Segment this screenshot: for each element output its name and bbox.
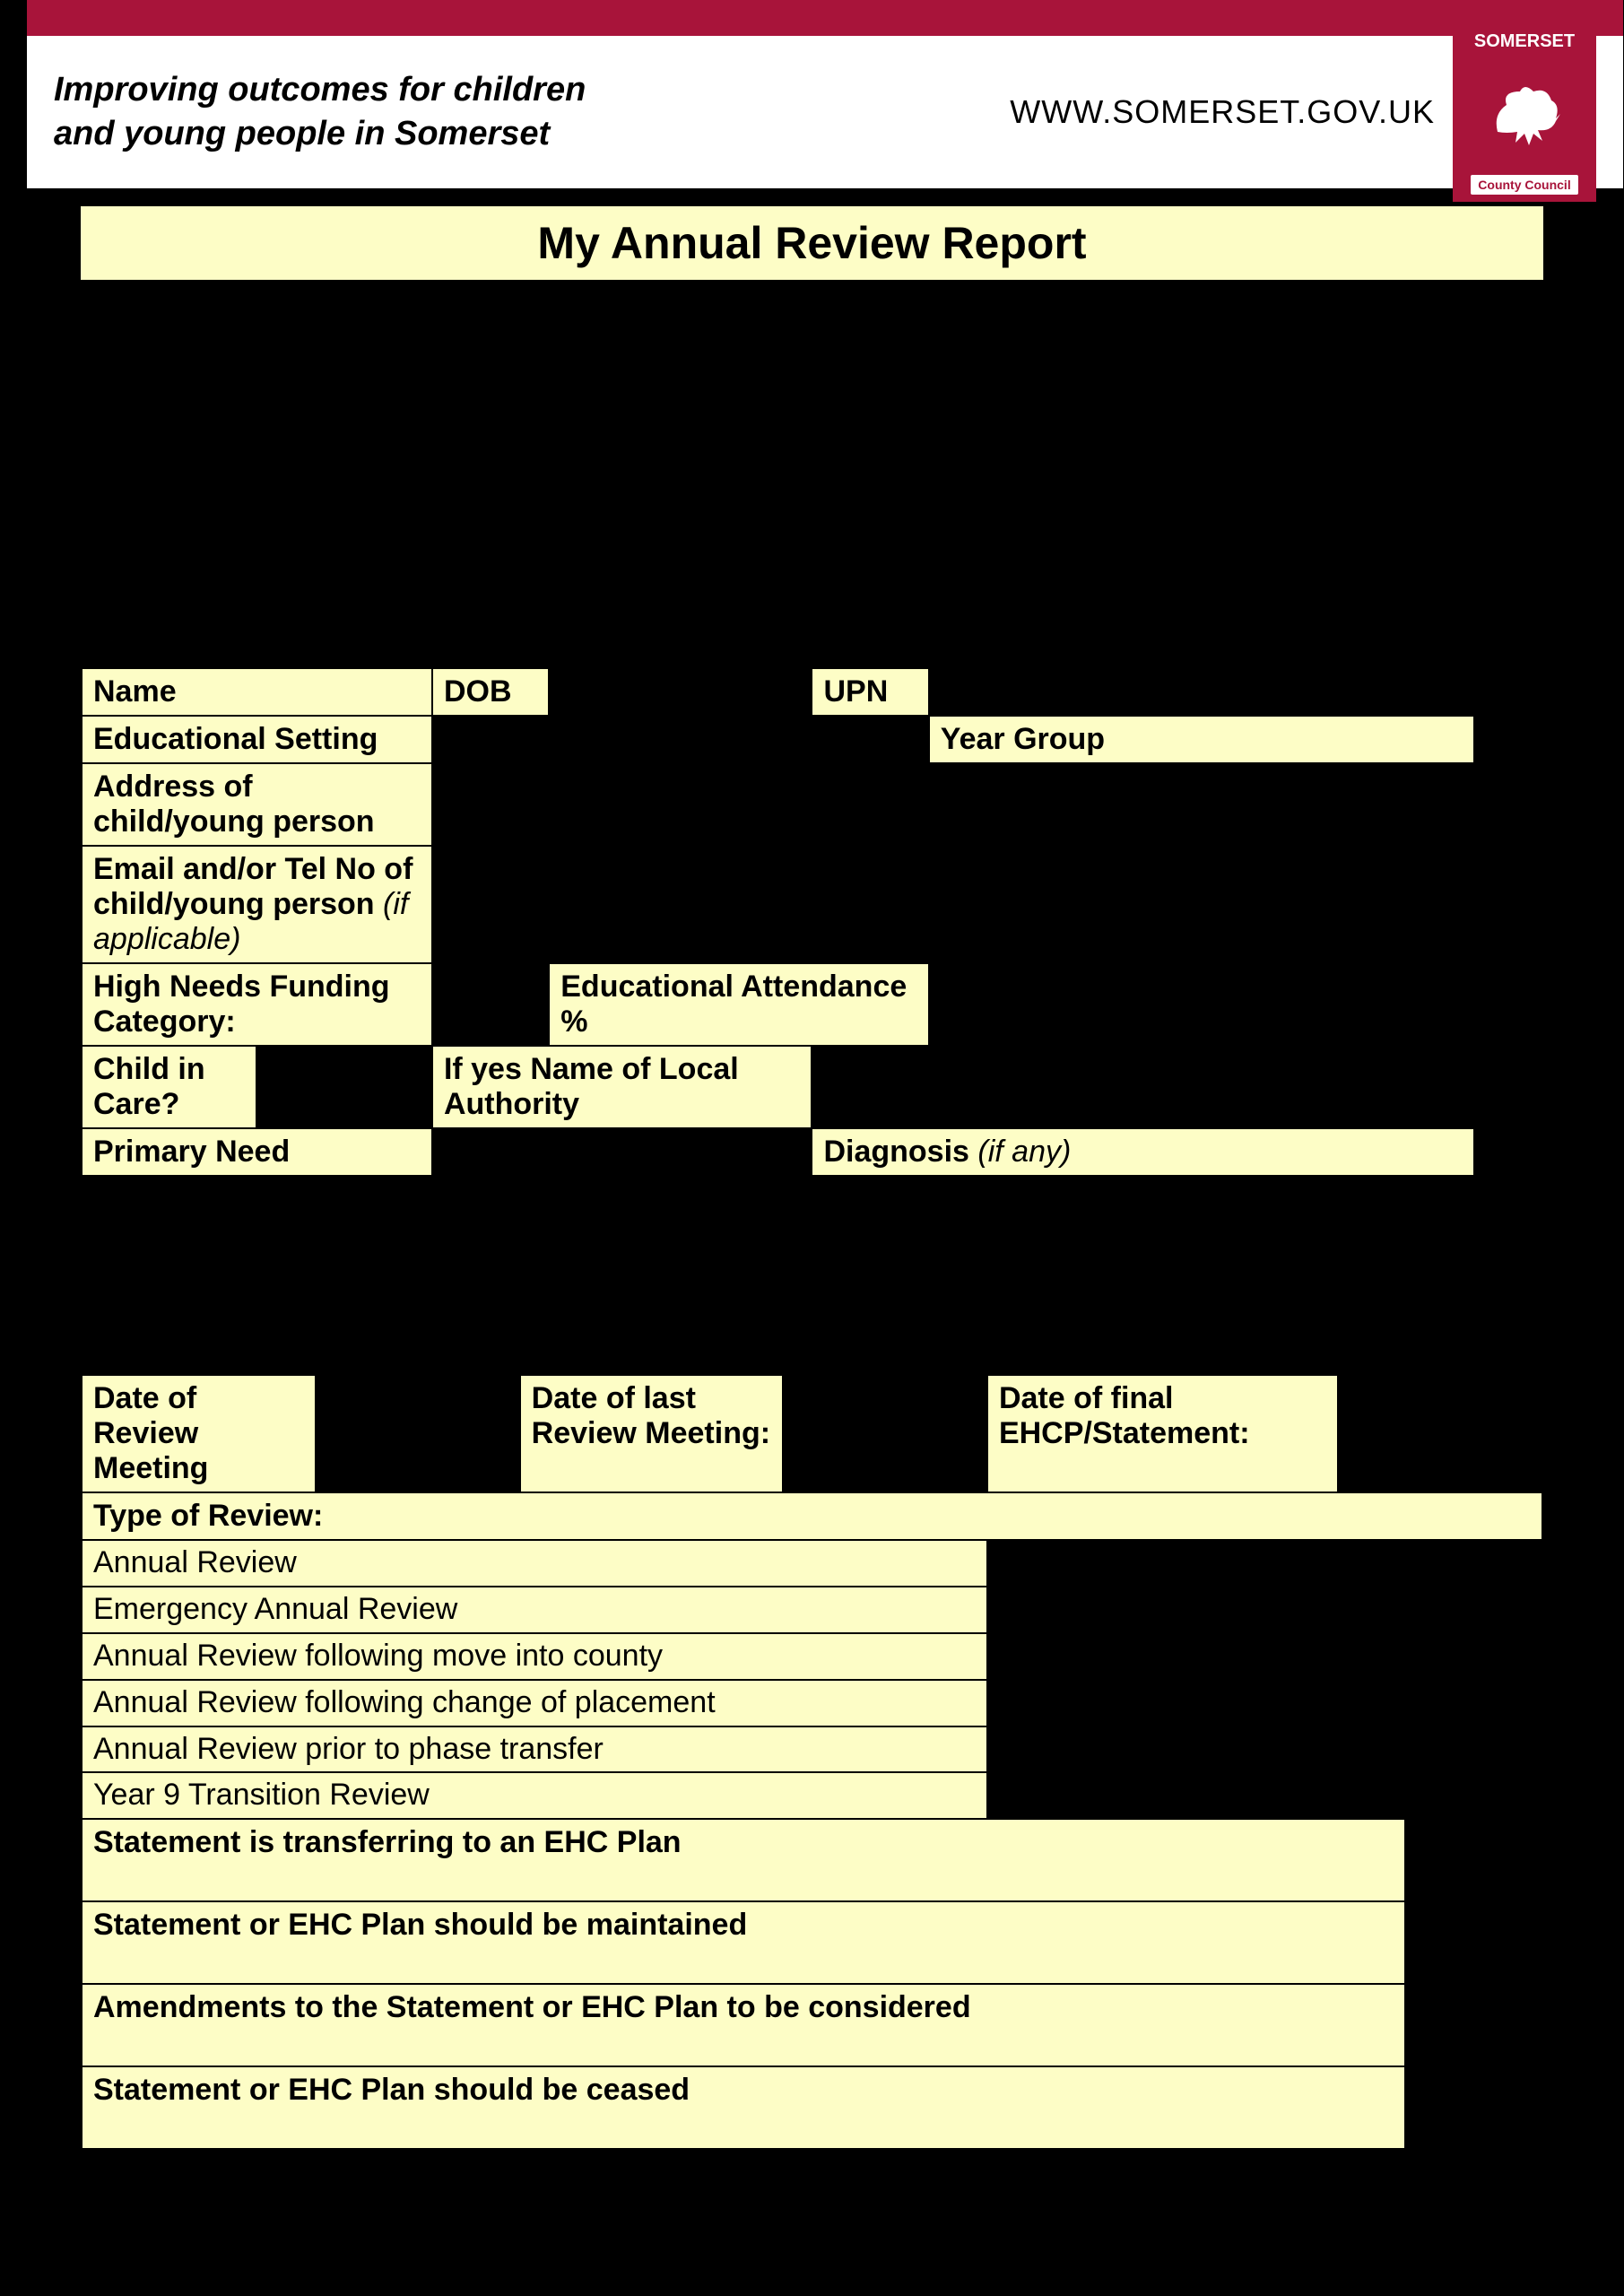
dragon-icon bbox=[1480, 52, 1569, 175]
field-local-authority[interactable] bbox=[812, 1046, 1542, 1128]
statement-row: Statement is transferring to an EHC Plan bbox=[82, 1819, 1405, 1901]
header-tagline: Improving outcomes for children and youn… bbox=[54, 68, 586, 157]
field-primary-need[interactable] bbox=[432, 1128, 812, 1176]
field-email-tel[interactable] bbox=[432, 846, 1542, 963]
label-email-tel: Email and/or Tel No of child/young perso… bbox=[82, 846, 432, 963]
statement-yn[interactable]: Yes / No bbox=[1405, 1819, 1542, 1901]
review-type: Year 9 Transition Review bbox=[82, 1772, 987, 1819]
footer-title: My Annual Review Report bbox=[81, 2223, 349, 2251]
review-type-yn[interactable]: Yes / No bbox=[987, 1680, 1542, 1726]
bullet-item: Please fill in as much as possible of th… bbox=[152, 528, 1543, 569]
section-heading-statutory: Statutory Review Recommendations bbox=[81, 1213, 1543, 1257]
footer-page: 1 bbox=[805, 2223, 818, 2251]
statutory-table: Date of Review Meeting Date of last Revi… bbox=[81, 1374, 1543, 2150]
label-final-ehcp: Date of final EHCP/Statement: bbox=[987, 1375, 1338, 1492]
field-upn[interactable] bbox=[929, 668, 1542, 716]
label-local-authority: If yes Name of Local Authority bbox=[432, 1046, 812, 1128]
content: My Annual Review Report This form should… bbox=[0, 188, 1624, 2150]
field-diagnosis[interactable] bbox=[1474, 1128, 1542, 1176]
field-last-review[interactable] bbox=[783, 1375, 987, 1492]
review-type: Annual Review bbox=[82, 1540, 987, 1587]
statement-row: Statement or EHC Plan should be maintain… bbox=[82, 1901, 1405, 1984]
label-attendance: Educational Attendance % bbox=[549, 963, 929, 1046]
logo-text-bottom: County Council bbox=[1471, 175, 1577, 195]
label-address: Address of child/young person bbox=[82, 763, 432, 846]
bullet-item: The child/young person will be invited t… bbox=[152, 400, 1543, 440]
statutory-subtext: It should be made clear to those in atte… bbox=[81, 1275, 1543, 1356]
page-title: My Annual Review Report bbox=[81, 206, 1543, 280]
field-review-date[interactable] bbox=[316, 1375, 520, 1492]
field-year-group[interactable] bbox=[1474, 716, 1542, 763]
somerset-logo: SOMERSET County Council bbox=[1453, 22, 1596, 202]
review-type: Annual Review following change of placem… bbox=[82, 1680, 987, 1726]
label-review-date: Date of Review Meeting bbox=[82, 1375, 316, 1492]
burgundy-top-bar bbox=[27, 0, 1623, 36]
field-cic-yn[interactable]: Yes / No bbox=[256, 1046, 431, 1128]
label-year-group: Year Group bbox=[929, 716, 1475, 763]
header-right: WWW.SOMERSET.GOV.UK SOMERSET County Coun… bbox=[1010, 58, 1596, 166]
review-type-yn[interactable]: Yes / No bbox=[987, 1633, 1542, 1680]
review-type-yn[interactable]: Yes / No bbox=[987, 1587, 1542, 1633]
field-address[interactable] bbox=[432, 763, 1542, 846]
label-primary-need: Primary Need bbox=[82, 1128, 432, 1176]
field-hnf[interactable] bbox=[432, 963, 549, 1046]
label-last-review: Date of last Review Meeting: bbox=[520, 1375, 783, 1492]
review-type-yn[interactable]: Yes / No bbox=[987, 1540, 1542, 1587]
review-type: Emergency Annual Review bbox=[82, 1587, 987, 1633]
label-dob: DOB bbox=[432, 668, 549, 716]
label-child-in-care: Child in Care? bbox=[82, 1046, 256, 1128]
statement-row: Amendments to the Statement or EHC Plan … bbox=[82, 1984, 1405, 2066]
field-dob[interactable] bbox=[549, 668, 812, 716]
statement-yn[interactable]: Yes / No bbox=[1405, 2066, 1542, 2149]
field-attendance[interactable] bbox=[929, 963, 1542, 1046]
intro-bullets: This form should be used when reviewing … bbox=[117, 316, 1543, 569]
section-heading-personal: Personal Details bbox=[81, 604, 1543, 649]
bullet-item: Parents/carers will be offered a date fo… bbox=[152, 444, 1543, 525]
review-type-yn[interactable]: Yes / No bbox=[987, 1772, 1542, 1819]
tagline-line-1: Improving outcomes for children bbox=[54, 71, 586, 109]
label-type-review: Type of Review: bbox=[82, 1492, 1542, 1540]
label-name: Name bbox=[82, 668, 432, 716]
statement-yn[interactable]: Yes / No bbox=[1405, 1984, 1542, 2066]
label-diagnosis: Diagnosis (if any) bbox=[812, 1128, 1474, 1176]
bullet-item: This form should be used when reviewing … bbox=[152, 316, 1543, 396]
statement-yn[interactable]: Yes / No bbox=[1405, 1901, 1542, 1984]
review-type: Annual Review prior to phase transfer bbox=[82, 1726, 987, 1773]
header: Improving outcomes for children and youn… bbox=[27, 36, 1623, 188]
logo-text-top: SOMERSET bbox=[1474, 31, 1575, 52]
field-final-ehcp[interactable] bbox=[1338, 1375, 1542, 1492]
label-setting: Educational Setting bbox=[82, 716, 432, 763]
field-setting[interactable] bbox=[432, 716, 929, 763]
label-upn: UPN bbox=[812, 668, 928, 716]
personal-details-table: Name DOB UPN Educational Setting Year Gr… bbox=[81, 667, 1543, 1177]
label-hnf: High Needs Funding Category: bbox=[82, 963, 432, 1046]
statement-row: Statement or EHC Plan should be ceased bbox=[82, 2066, 1405, 2149]
tagline-line-2: and young people in Somerset bbox=[54, 115, 550, 152]
review-type-yn[interactable]: Yes / No bbox=[987, 1726, 1542, 1773]
review-type: Annual Review following move into county bbox=[82, 1633, 987, 1680]
footer: My Annual Review Report 1 bbox=[81, 2223, 1543, 2251]
header-url: WWW.SOMERSET.GOV.UK bbox=[1010, 93, 1435, 131]
